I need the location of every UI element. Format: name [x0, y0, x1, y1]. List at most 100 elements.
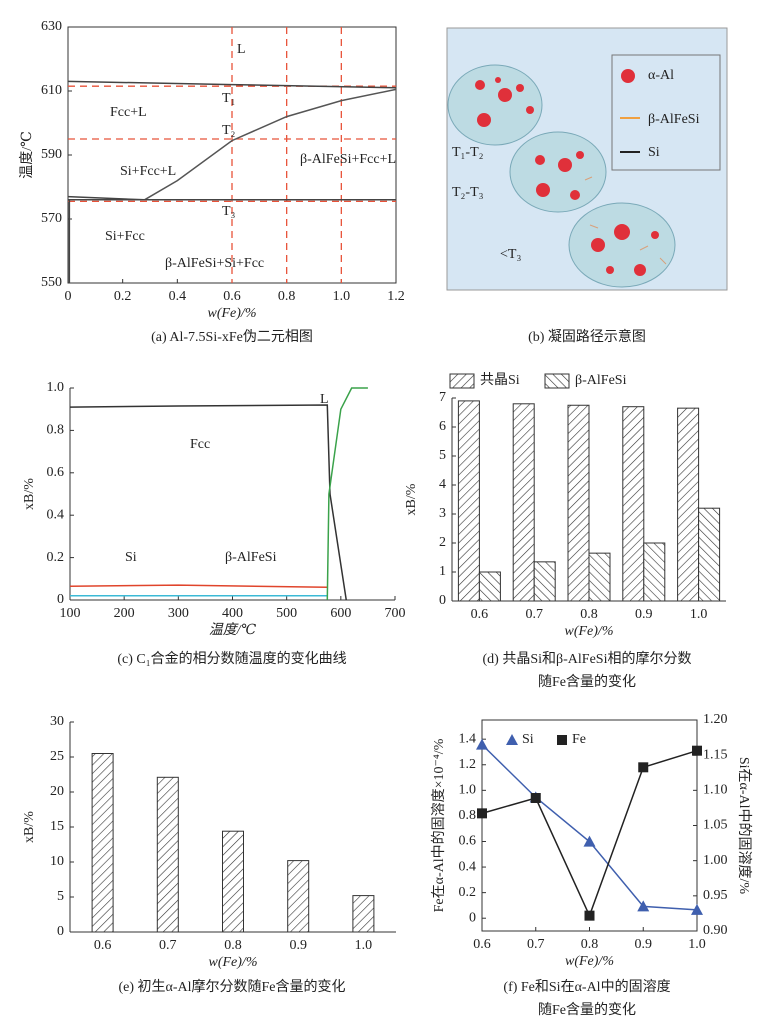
grain — [568, 202, 676, 288]
y-tick-label: 0.6 — [459, 834, 477, 849]
legend-marker — [506, 734, 518, 745]
x-tick-label: 1.2 — [387, 289, 405, 304]
beta-particles — [584, 176, 667, 265]
marker — [691, 903, 703, 915]
series-line — [69, 404, 347, 601]
bar — [457, 400, 480, 602]
x-tick-label: 0.7 — [159, 938, 177, 953]
x-tick-label: 600 — [330, 606, 351, 621]
y-tick-label: 0.4 — [459, 859, 477, 874]
y-tick-label: 0 — [439, 593, 446, 608]
y-tick-label: 20 — [50, 784, 64, 799]
y2-tick-label: 0.90 — [703, 923, 728, 938]
x-tick-label: 0.4 — [169, 289, 187, 304]
y-axis-label: xB/% — [22, 811, 37, 843]
bar — [156, 776, 179, 933]
y-tick-label: 25 — [50, 749, 64, 764]
bar — [533, 561, 556, 602]
annotation: T₁ — [222, 91, 235, 106]
x-tick-label: 0.8 — [581, 937, 599, 952]
x-tick-label: 0.6 — [94, 938, 112, 953]
x-tick-label: 0.6 — [471, 607, 489, 622]
x-tick-label: 1.0 — [333, 289, 351, 304]
marker — [638, 762, 649, 773]
x-tick-label: 300 — [168, 606, 189, 621]
x-tick-label: 0 — [65, 289, 72, 304]
marker — [530, 793, 541, 804]
bar — [567, 404, 590, 602]
annotation: Si+Fcc — [105, 229, 145, 244]
y-tick-label: 0.8 — [459, 808, 477, 823]
x-tick-label: 500 — [276, 606, 297, 621]
annotation: T₃ — [222, 204, 236, 219]
y-tick-label: 0 — [57, 924, 64, 939]
series-line — [481, 744, 698, 911]
series-label: β-AlFeSi — [225, 550, 277, 565]
legend-swatch — [449, 373, 475, 389]
legend-label: Si — [522, 732, 534, 747]
y2-tick-label: 1.05 — [703, 818, 728, 833]
x-axis-label: 温度/℃ — [209, 622, 257, 638]
annotation: β-AlFeSi+Fcc+L — [300, 152, 396, 167]
x-tick-label: 0.7 — [527, 937, 545, 952]
x-tick-label: 200 — [114, 606, 135, 621]
y-axis-label: Fe在α-Al中的固溶度×10⁻⁴/% — [431, 738, 447, 912]
y-tick-label: 1.2 — [459, 757, 477, 772]
y2-tick-label: 1.20 — [703, 712, 728, 727]
grain — [509, 131, 607, 213]
bar — [677, 407, 700, 602]
stage-label: T₂-T₃ — [452, 185, 484, 200]
bar — [512, 403, 535, 602]
marker — [692, 745, 702, 756]
annotation: T₂ — [222, 123, 236, 138]
y-tick-label: 630 — [41, 19, 62, 34]
x-axis-label: w(Fe)/% — [565, 954, 614, 969]
y2-tick-label: 1.15 — [703, 747, 728, 762]
x-tick-label: 1.0 — [690, 607, 708, 622]
legend-marker — [557, 735, 567, 745]
diagram-b: α-Al β-AlFeSi Si T₁-T₂ T₂-T₃ <T₃ (b) 凝固路… — [446, 27, 728, 345]
series-line — [67, 80, 397, 89]
legend-label: β-AlFeSi — [575, 373, 627, 388]
y-tick-label: 2 — [439, 535, 446, 550]
y-axis-label: 温度/℃ — [19, 131, 35, 179]
caption: 随Fe含量的变化 — [538, 674, 636, 690]
annotation: Si+Fcc+L — [120, 164, 176, 179]
x-tick-label: 0.9 — [635, 937, 653, 952]
x-tick-label: 0.8 — [580, 607, 598, 622]
x-tick-label: 0.9 — [635, 607, 653, 622]
caption: (f) Fe和Si在α-Al中的固溶度 — [503, 979, 670, 995]
legend-label: Si — [648, 145, 660, 160]
annotation: L — [237, 42, 246, 57]
series-line — [69, 584, 328, 589]
y2-axis-label: Si在α-Al中的固溶度/% — [736, 757, 752, 895]
y-tick-label: 5 — [57, 889, 64, 904]
x-tick-label: 0.7 — [525, 607, 543, 622]
caption: (a) Al-7.5Si-xFe伪二元相图 — [151, 329, 313, 345]
x-axis-label: w(Fe)/% — [565, 624, 614, 639]
y-tick-label: 6 — [439, 419, 446, 434]
x-tick-label: 700 — [385, 606, 406, 621]
series-label: L — [320, 392, 329, 407]
bar — [91, 753, 114, 933]
x-tick-label: 400 — [222, 606, 243, 621]
bar — [588, 552, 611, 602]
x-tick-label: 1.0 — [355, 938, 373, 953]
bar — [698, 507, 721, 602]
y-tick-label: 4 — [439, 477, 446, 492]
y-tick-label: 10 — [50, 854, 64, 869]
x-tick-label: 0.2 — [114, 289, 132, 304]
x-tick-label: 0.6 — [473, 937, 491, 952]
marker — [583, 835, 596, 847]
series-label: Si — [125, 550, 137, 565]
stage-label: <T₃ — [500, 247, 521, 262]
marker — [476, 738, 488, 750]
legend-label: β-AlFeSi — [648, 112, 700, 127]
marker — [584, 910, 595, 921]
y2-tick-label: 1.00 — [703, 853, 728, 868]
alpha-al-particles — [475, 77, 659, 276]
grain — [447, 64, 543, 146]
y-tick-label: 0.8 — [47, 423, 65, 438]
y-tick-label: 30 — [50, 714, 64, 729]
